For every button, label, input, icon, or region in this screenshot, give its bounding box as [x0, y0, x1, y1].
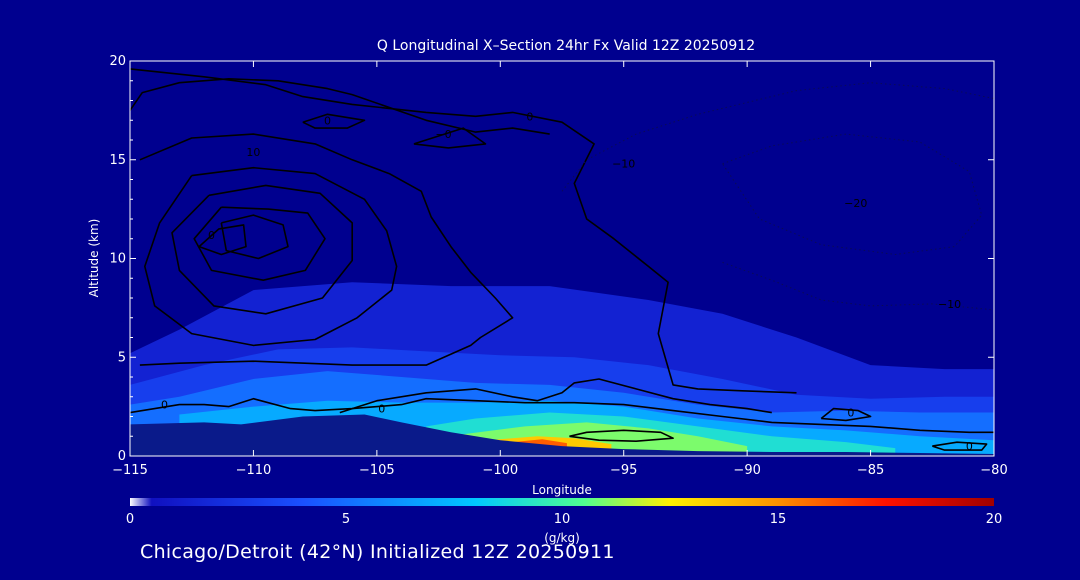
colorbar-gradient — [130, 498, 994, 506]
contour-label-6: 0 — [526, 110, 533, 123]
y-axis-label: Altitude (km) — [87, 219, 101, 298]
y-tick-label: 5 — [118, 350, 126, 365]
chart-title: Q Longitudinal X–Section 24hr Fx Valid 1… — [377, 38, 755, 54]
contour-label-17: −20 — [844, 197, 867, 210]
contour-line-12 — [193, 206, 326, 281]
contour-line-7 — [302, 113, 366, 129]
y-tick-label: 10 — [109, 252, 126, 267]
x-tick-label: −110 — [236, 463, 272, 478]
x-axis-label: Longitude — [532, 483, 592, 497]
contour-line-1 — [339, 378, 772, 414]
contour-label-1: 0 — [378, 403, 385, 416]
contour-line-16 — [722, 261, 994, 311]
contour-line-13 — [220, 214, 289, 260]
contour-line-4 — [932, 441, 988, 451]
init-time-label: Chicago/Detroit (42°N) Initialized 12Z 2… — [140, 541, 615, 563]
contour-line-10 — [144, 166, 398, 347]
x-tick-label: −105 — [359, 463, 395, 478]
contour-line-9 — [139, 133, 514, 366]
contour-line-14 — [198, 224, 247, 256]
colorbar-tick-label: 20 — [986, 512, 1003, 527]
temperature-contours: 0 0 0 0 0 0 −0 10 0 −10 −10 −20 — [130, 68, 994, 453]
contour-line-15 — [561, 82, 994, 192]
contour-label-14: 0 — [208, 229, 215, 242]
contour-label-7: 0 — [324, 114, 331, 127]
y-tick-label: 20 — [109, 54, 126, 69]
x-tick-label: −90 — [733, 463, 760, 478]
contour-line-2 — [569, 429, 674, 442]
contour-line-5 — [130, 78, 550, 135]
x-tick-label: −95 — [610, 463, 637, 478]
contour-line-17 — [722, 133, 983, 255]
contour-line-11 — [171, 184, 353, 315]
contour-line-0 — [130, 397, 994, 434]
terrain — [130, 414, 994, 456]
contour-label-8: −0 — [435, 128, 451, 141]
moisture-field — [130, 282, 994, 456]
x-tick-label: −80 — [980, 463, 1007, 478]
colorbar-unit-label: (g/kg) — [544, 531, 580, 545]
contour-line-8 — [413, 127, 487, 149]
contour-label-4: 0 — [966, 440, 973, 453]
contour-label-15: −10 — [612, 158, 635, 171]
contour-line-3 — [820, 407, 872, 422]
colorbar-tick-label: 5 — [342, 512, 350, 527]
colorbar-tick-label: 10 — [554, 512, 571, 527]
y-tick-label: 0 — [118, 449, 126, 464]
x-tick-label: −100 — [482, 463, 518, 478]
contour-label-3: 0 — [847, 407, 854, 420]
colorbar-tick-label: 0 — [126, 512, 134, 527]
contour-line-6 — [130, 68, 797, 394]
colorbar: 0 5 10 15 20 — [126, 498, 1002, 527]
x-tick-label: −85 — [857, 463, 884, 478]
contour-label-9: 10 — [246, 146, 260, 159]
contour-label-0: 0 — [161, 399, 168, 412]
contour-label-16: −10 — [938, 298, 961, 311]
colorbar-tick-label: 15 — [770, 512, 787, 527]
y-tick-label: 15 — [109, 153, 126, 168]
x-tick-label: −115 — [112, 463, 148, 478]
